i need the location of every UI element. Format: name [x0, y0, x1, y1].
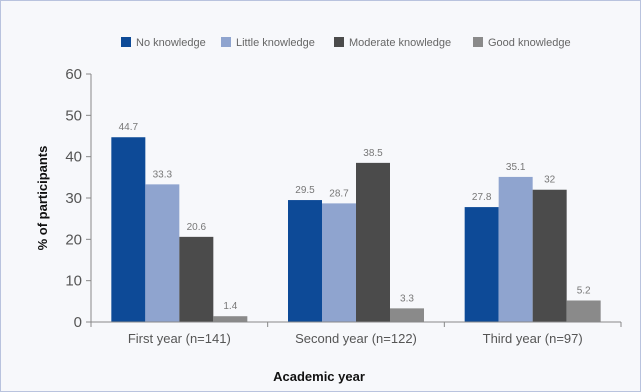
x-tick-label: Second year (n=122) [295, 331, 417, 346]
y-tick-label: 0 [74, 314, 82, 331]
bar [566, 300, 601, 322]
y-tick-label: 10 [65, 273, 82, 290]
bar [532, 189, 567, 322]
data-label: 44.7 [119, 122, 139, 133]
data-label: 28.7 [329, 188, 349, 199]
y-tick-label: 60 [65, 66, 82, 83]
data-label: 33.3 [153, 169, 173, 180]
data-label: 3.3 [400, 293, 414, 304]
x-axis-title: Academic year [273, 369, 365, 384]
x-axis: First year (n=141) Second year (n=122) Thi… [90, 321, 622, 346]
x-tick-label: First year (n=141) [128, 331, 231, 346]
data-label: 32 [544, 175, 556, 186]
data-label: 27.8 [472, 192, 492, 203]
legend-label: No knowledge [136, 37, 206, 49]
y-tick-label: 20 [65, 231, 82, 248]
legend-label: Good knowledge [488, 37, 571, 49]
data-label: 35.1 [506, 162, 526, 173]
x-tick-label: Third year (n=97) [483, 331, 583, 346]
y-axis-title: % of participants [35, 146, 50, 251]
bar [464, 207, 499, 322]
legend: No knowledge Little knowledge Moderate kno… [121, 37, 571, 49]
legend-swatch [221, 37, 231, 47]
bar [288, 200, 322, 322]
bar [322, 203, 356, 322]
bar [111, 137, 146, 322]
bar [179, 236, 214, 322]
data-label: 20.6 [187, 222, 207, 233]
data-label: 29.5 [295, 185, 315, 196]
bar [390, 308, 424, 322]
legend-label: Little knowledge [236, 37, 315, 49]
legend-label: Moderate knowledge [349, 37, 451, 49]
data-label: 1.4 [223, 301, 237, 312]
bars: 44.7 33.3 20.6 1.4 29.5 28.7 38.5 3.3 27.8 35.1 32… [111, 122, 601, 322]
y-tick-label: 30 [65, 190, 82, 207]
y-tick-label: 50 [65, 107, 82, 124]
legend-swatch [334, 37, 344, 47]
bar [145, 184, 180, 322]
data-label: 38.5 [363, 148, 383, 159]
legend-swatch [121, 37, 131, 47]
y-axis: 0 10 20 30 40 50 60 [65, 66, 92, 331]
bar [498, 176, 533, 322]
y-tick-label: 40 [65, 149, 82, 166]
legend-swatch [473, 37, 483, 47]
bar [213, 316, 248, 322]
data-label: 5.2 [577, 286, 591, 297]
bar [356, 162, 390, 322]
